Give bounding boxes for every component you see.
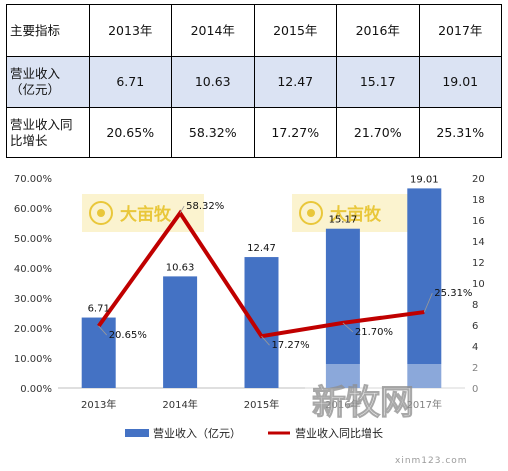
- revenue-bar: [325, 228, 360, 388]
- table-row: 营业收入 （亿元） 6.71 10.63 12.47 15.17 19.01: [6, 56, 502, 108]
- watermark-brand-text: 大亩牧: [330, 204, 382, 225]
- table-row: 营业收入同 比增长 20.65% 58.32% 17.27% 21.70% 25…: [6, 107, 502, 158]
- table-header-cell: 2017年: [418, 4, 502, 57]
- summary-table: 主要指标 2013年 2014年 2015年 2016年 2017年 营业收入 …: [6, 4, 502, 158]
- right-axis-tick-label: 8: [472, 300, 478, 311]
- left-axis-tick-label: 0.00%: [20, 384, 52, 395]
- table-cell: 17.27%: [253, 107, 337, 158]
- label-leader-line: [98, 325, 107, 336]
- growth-value-label: 20.65%: [109, 330, 147, 341]
- x-axis-tick-label: 2016年: [325, 398, 360, 411]
- right-axis-tick-label: 2: [472, 363, 478, 374]
- bar-value-label: 19.01: [410, 174, 439, 185]
- label-leader-line: [342, 322, 354, 333]
- label-leader-line: [261, 335, 270, 346]
- table-cell: 19.01: [418, 56, 502, 108]
- left-axis-tick-label: 50.00%: [14, 234, 52, 245]
- growth-value-label: 25.31%: [434, 288, 472, 299]
- watermark-badge: 大亩牧: [292, 194, 414, 232]
- right-axis-tick-label: 0: [472, 384, 478, 395]
- right-axis-tick-label: 12: [472, 258, 485, 269]
- bar-value-label: 12.47: [247, 243, 276, 254]
- table-header-row: 主要指标 2013年 2014年 2015年 2016年 2017年: [6, 4, 502, 57]
- table-cell: 20.65%: [88, 107, 172, 158]
- right-axis-tick-label: 10: [472, 279, 485, 290]
- revenue-bar: [163, 276, 198, 388]
- bar-value-label: 6.71: [88, 304, 110, 315]
- table-cell: 10.63: [171, 56, 255, 108]
- revenue-bar: [244, 257, 279, 388]
- watermark-badge: 大亩牧: [82, 194, 204, 232]
- label-leader-line: [179, 205, 185, 214]
- watermark-brand-text: 大亩牧: [120, 204, 172, 225]
- left-axis-tick-label: 60.00%: [14, 204, 52, 215]
- table-header-cell: 主要指标: [6, 4, 90, 57]
- table-header-cell: 2013年: [88, 4, 172, 57]
- table-cell: 58.32%: [171, 107, 255, 158]
- growth-value-label: 17.27%: [272, 340, 310, 351]
- watermark-url-text: xinm123.com: [395, 456, 468, 466]
- revenue-bar: [81, 317, 116, 388]
- right-axis-tick-label: 14: [472, 237, 485, 248]
- legend-label: 营业收入同比增长: [295, 426, 383, 440]
- right-axis-tick-label: 4: [472, 342, 478, 353]
- bar-value-label: 10.63: [166, 262, 195, 273]
- right-axis-tick-label: 6: [472, 321, 478, 332]
- label-leader-line: [423, 292, 433, 313]
- x-axis-tick-label: 2014年: [162, 398, 197, 411]
- left-axis-tick-label: 70.00%: [14, 174, 52, 185]
- left-axis-tick-label: 10.00%: [14, 354, 52, 365]
- x-axis-tick-label: 2015年: [244, 398, 279, 411]
- growth-value-label: 58.32%: [186, 201, 224, 212]
- table-cell: 25.31%: [418, 107, 502, 158]
- left-axis-tick-label: 40.00%: [14, 264, 52, 275]
- table-row-label: 营业收入 （亿元）: [6, 56, 90, 108]
- table-header-cell: 2015年: [253, 4, 337, 57]
- x-axis-tick-label: 2017年: [407, 398, 442, 411]
- x-axis-tick-label: 2013年: [81, 398, 116, 411]
- watermark-site-text: 新牧网: [312, 383, 414, 423]
- growth-value-label: 21.70%: [355, 327, 393, 338]
- right-axis-tick-label: 20: [472, 174, 485, 185]
- table-cell: 21.70%: [336, 107, 420, 158]
- site-watermark: 新牧网 xinm123.com: [305, 364, 480, 466]
- legend-label: 营业收入（亿元）: [153, 426, 241, 440]
- bar-value-label: 15.17: [329, 215, 358, 226]
- right-axis-tick-label: 16: [472, 216, 485, 227]
- table-row-label: 营业收入同 比增长: [6, 107, 90, 158]
- right-axis-tick-label: 18: [472, 195, 485, 206]
- legend-bar-swatch: [125, 429, 149, 437]
- table-cell: 15.17: [336, 56, 420, 108]
- chart-legend: 营业收入（亿元） 营业收入同比增长: [125, 426, 383, 440]
- left-axis-tick-label: 30.00%: [14, 294, 52, 305]
- left-axis-tick-label: 20.00%: [14, 324, 52, 335]
- table-cell: 12.47: [253, 56, 337, 108]
- revenue-bar: [407, 188, 442, 388]
